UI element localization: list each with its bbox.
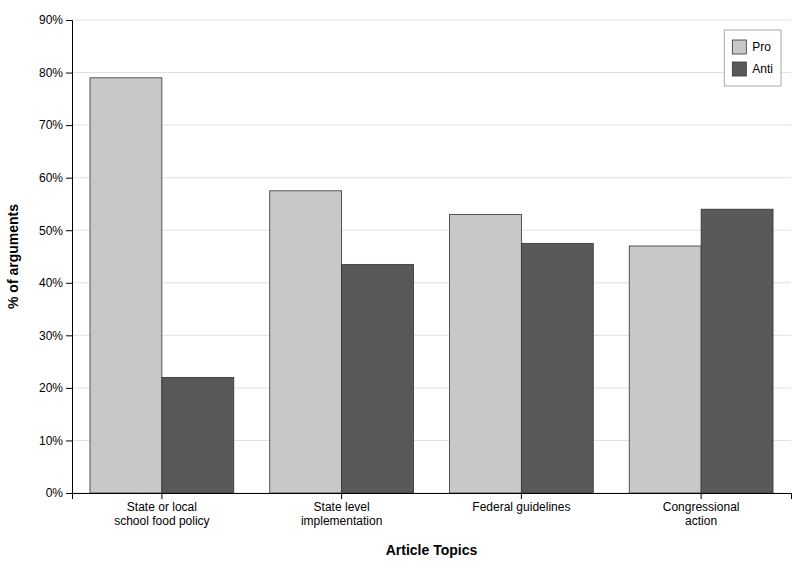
x-tick-mark <box>701 493 702 499</box>
x-tick: Federal guidelines <box>472 493 570 514</box>
legend-label: Anti <box>752 62 773 76</box>
x-tick-label-line: State level <box>314 500 370 514</box>
x-tick-label: Congressionalaction <box>663 500 740 528</box>
y-tick-mark <box>66 125 72 126</box>
bar <box>521 243 593 493</box>
y-tick: 60% <box>39 171 72 185</box>
y-tick-mark <box>66 230 72 231</box>
bar <box>270 191 342 493</box>
x-tick: State or localschool food policy <box>114 493 209 528</box>
bar <box>90 78 162 493</box>
grid-line <box>72 177 791 178</box>
legend-item: Pro <box>732 40 771 54</box>
x-tick-mark <box>341 493 342 499</box>
grid <box>72 20 791 493</box>
bar <box>449 214 521 493</box>
x-tick-label-line: Congressional <box>663 500 740 514</box>
y-tick-mark <box>66 440 72 441</box>
legend-box <box>724 30 781 86</box>
y-tick: 10% <box>39 434 72 448</box>
legend-swatch <box>732 62 746 76</box>
bar <box>701 209 773 493</box>
y-tick-mark <box>66 73 72 74</box>
y-axis-title: % of arguments <box>5 204 21 309</box>
y-tick-label: 50% <box>39 224 63 238</box>
x-tick-label: State levelimplementation <box>301 500 382 528</box>
y-tick-label: 0% <box>46 486 64 500</box>
x-tick-mark <box>521 493 522 499</box>
y-tick: 0% <box>46 486 72 500</box>
grid-line <box>72 230 791 231</box>
legend-item: Anti <box>732 62 773 76</box>
y-tick: 50% <box>39 224 72 238</box>
legend-label: Pro <box>752 40 771 54</box>
x-axis-title: Article Topics <box>386 542 478 558</box>
y-axis-line <box>66 21 73 494</box>
y-tick-label: 20% <box>39 381 63 395</box>
y-tick: 70% <box>39 118 72 132</box>
bars <box>90 78 773 493</box>
y-tick-label: 60% <box>39 171 63 185</box>
legend: Pro Anti <box>724 30 781 86</box>
y-tick-mark <box>66 493 72 494</box>
x-axis: State or localschool food policy State le… <box>73 493 792 528</box>
y-tick-mark <box>66 283 72 284</box>
y-tick-label: 40% <box>39 276 63 290</box>
x-tick-mark <box>161 493 162 499</box>
legend-swatch <box>732 40 746 54</box>
x-tick: Congressionalaction <box>663 493 740 528</box>
x-tick-label-line: State or local <box>127 500 197 514</box>
bar-series <box>90 78 701 493</box>
x-tick-label-line: school food policy <box>114 514 209 528</box>
chart: 0% 10% 20% 30% 40% 50% 60% 70% 80% 90% State or lo… <box>0 0 811 571</box>
x-tick-label-line: action <box>685 514 717 528</box>
y-tick: 30% <box>39 329 72 343</box>
x-axis-line <box>73 494 792 500</box>
plot: 0% 10% 20% 30% 40% 50% 60% 70% 80% 90% State or lo… <box>5 13 792 558</box>
grid-line <box>72 72 791 73</box>
bar <box>162 377 234 493</box>
x-tick-label: State or localschool food policy <box>114 500 209 528</box>
bar <box>342 264 414 493</box>
y-tick-mark <box>66 20 72 21</box>
bar <box>629 246 701 493</box>
y-tick-label: 30% <box>39 329 63 343</box>
y-tick: 80% <box>39 66 72 80</box>
x-tick-label: Federal guidelines <box>472 500 570 514</box>
y-tick-mark <box>66 335 72 336</box>
y-tick-label: 90% <box>39 13 63 27</box>
y-tick-label: 80% <box>39 66 63 80</box>
y-tick-mark <box>66 178 72 179</box>
x-tick-label-line: implementation <box>301 514 382 528</box>
x-tick-label-line: Federal guidelines <box>472 500 570 514</box>
x-tick: State levelimplementation <box>301 493 382 528</box>
y-tick-mark <box>66 388 72 389</box>
y-tick: 40% <box>39 276 72 290</box>
bar-series <box>162 209 773 493</box>
y-axis: 0% 10% 20% 30% 40% 50% 60% 70% 80% 90% <box>39 13 73 500</box>
grid-line <box>72 125 791 126</box>
y-tick: 20% <box>39 381 72 395</box>
y-tick-label: 10% <box>39 434 63 448</box>
grid-line <box>72 20 791 21</box>
y-tick-label: 70% <box>39 118 63 132</box>
y-tick: 90% <box>39 13 72 27</box>
